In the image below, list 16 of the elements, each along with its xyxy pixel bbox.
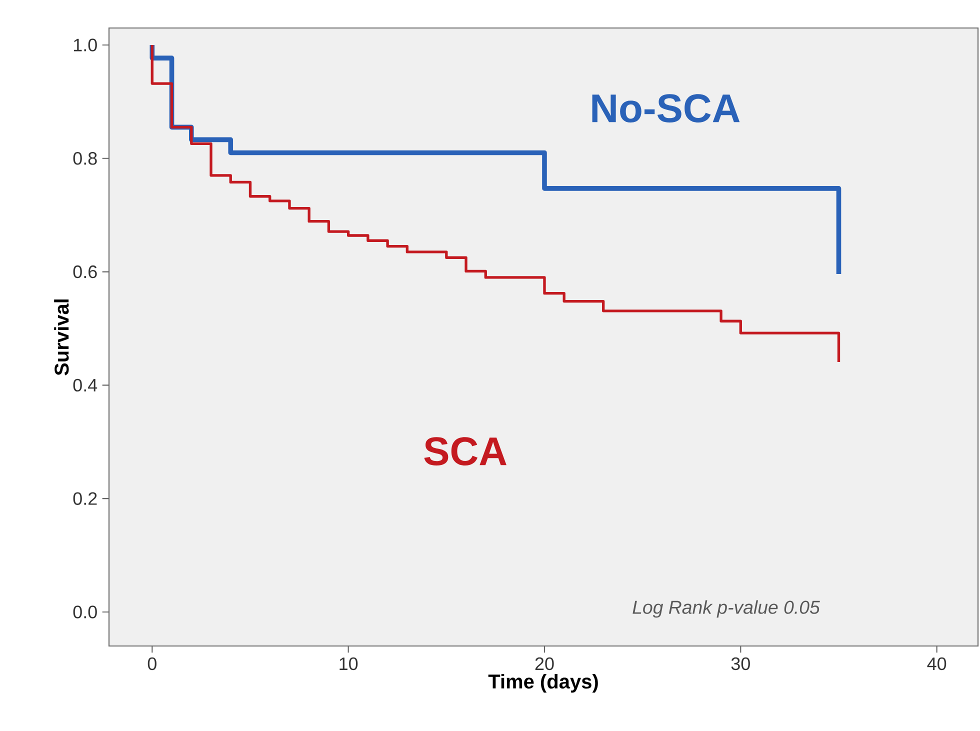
- y-tick-label: 0.2: [73, 492, 97, 505]
- y-tick-label: 0.6: [73, 265, 97, 278]
- annotation: Log Rank p-value 0.05: [632, 600, 820, 618]
- x-tick-label: 0: [148, 657, 156, 670]
- text: SCA: [424, 437, 506, 466]
- y-tick-label: 0.4: [73, 378, 98, 392]
- y-tick-label: 0.0: [73, 606, 97, 618]
- x-axis-title: Time (days): [488, 674, 598, 693]
- y-axis-title: Survival: [54, 300, 69, 376]
- x-tick-label: 40: [927, 657, 946, 670]
- x-tick-label: 10: [340, 657, 358, 670]
- y-tick-label: 1.0: [74, 38, 97, 52]
- x-tick-label: 30: [731, 657, 750, 670]
- x-tick-label: 20: [535, 657, 554, 670]
- y-tick-label: 0.8: [73, 152, 97, 165]
- series-label: No-SCA: [592, 94, 740, 122]
